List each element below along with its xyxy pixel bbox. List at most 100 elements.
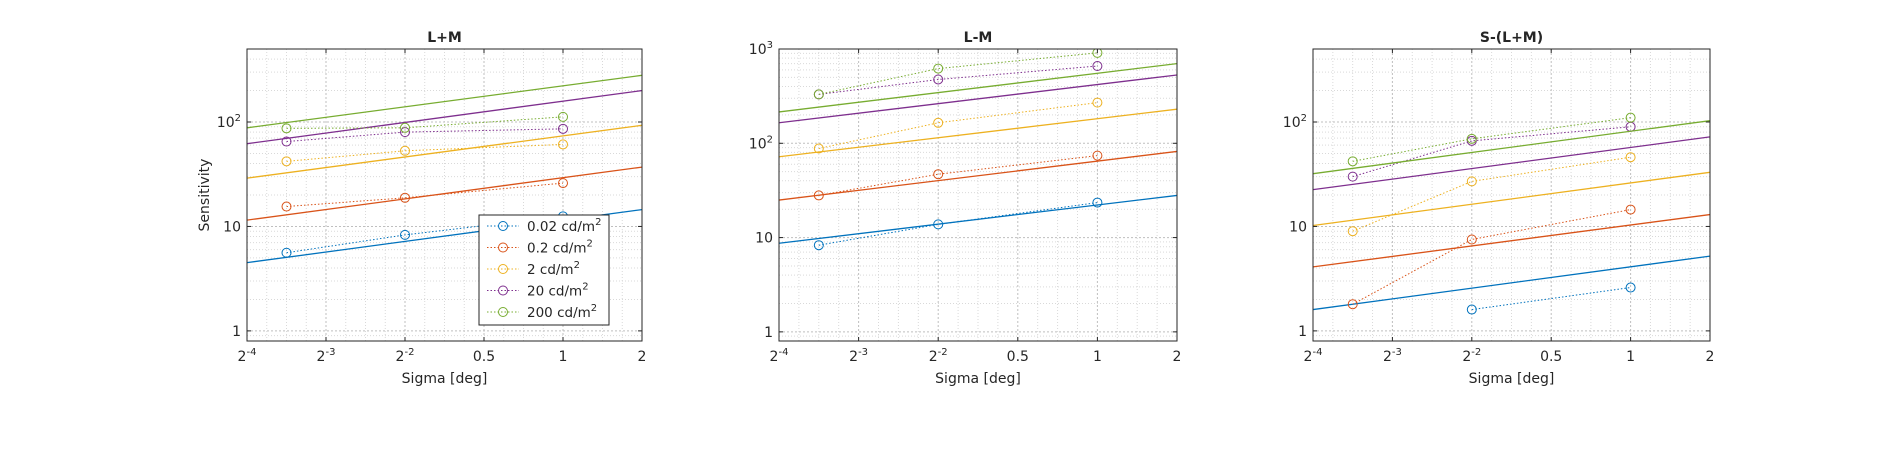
data-point	[1347, 226, 1358, 237]
data-line	[818, 202, 1098, 246]
x-tick-label: 2-4	[238, 347, 257, 365]
data-point	[400, 127, 410, 138]
series-layer	[247, 74, 642, 264]
data-line	[818, 52, 1098, 95]
data-point	[558, 139, 568, 150]
fit-line	[1313, 255, 1710, 311]
data-point	[400, 122, 410, 133]
series-layer	[779, 49, 1177, 251]
plot-area	[779, 49, 1177, 341]
data-line	[286, 215, 564, 254]
x-tick-label: 2-2	[396, 347, 415, 365]
data-point	[1347, 171, 1358, 182]
data-point	[933, 169, 944, 180]
subplot-slm: 2-4 2-3 2-2 0.5 1 2 1 10 102 S-(L+M) Sigma [deg]	[1283, 30, 1715, 387]
legend-marker	[498, 264, 508, 274]
data-point	[281, 123, 292, 134]
data-point	[1625, 152, 1636, 163]
data-point	[1347, 299, 1358, 310]
x-tick-label: 0.5	[473, 349, 495, 365]
y-tick-label: 102	[217, 113, 241, 131]
data-line	[286, 116, 564, 129]
subplot-lum: 2-4 2-3 2-2 0.5 1 2 1 10 102 L+M Sigma [deg] Sensit…	[197, 30, 646, 387]
x-axis-label: Sigma [deg]	[1469, 371, 1555, 387]
y-tick-label: 10	[223, 219, 241, 235]
data-point	[933, 117, 944, 128]
x-tick-label: 2-4	[770, 347, 789, 365]
data-point	[1625, 204, 1636, 215]
x-tick-label: 1	[1626, 349, 1635, 365]
y-tick-label: 103	[749, 40, 773, 58]
fit-line	[247, 124, 642, 179]
series-layer	[1313, 112, 1710, 315]
data-point	[400, 192, 410, 203]
data-point	[1466, 304, 1477, 315]
x-tick-label: 0.5	[1540, 349, 1562, 365]
data-point	[558, 123, 568, 134]
x-axis-label: Sigma [deg]	[935, 371, 1021, 387]
x-axis-label: Sigma [deg]	[402, 371, 488, 387]
y-tick-label: 102	[749, 134, 773, 152]
x-tick-label: 0.5	[1007, 349, 1029, 365]
data-point	[281, 201, 292, 212]
legend-marker	[498, 285, 508, 296]
data-point	[558, 178, 568, 189]
legend-marker	[498, 221, 508, 231]
data-line	[286, 143, 564, 162]
data-point	[933, 74, 944, 85]
x-tick-label: 2-3	[1383, 347, 1402, 365]
data-point	[1092, 97, 1103, 108]
y-tick-label: 1	[232, 324, 241, 340]
fit-line	[779, 74, 1177, 124]
x-tick-label: 2-4	[1304, 347, 1323, 365]
legend-entry: 20 cd/m2	[527, 282, 589, 300]
legend-box	[478, 214, 610, 326]
data-point	[1466, 133, 1477, 144]
data-point	[933, 63, 944, 74]
y-axis-label: Sensitivity	[197, 159, 213, 232]
data-point	[1625, 112, 1636, 123]
x-tick-label: 2-2	[1462, 347, 1481, 365]
data-line	[818, 155, 1098, 196]
fit-line	[779, 108, 1177, 158]
fit-line	[779, 150, 1177, 201]
legend-entry: 2 cd/m2	[527, 260, 580, 278]
data-line	[1352, 117, 1631, 162]
data-line	[1352, 156, 1631, 232]
data-point	[1466, 176, 1477, 187]
x-tick-label: 2-3	[317, 347, 336, 365]
chart-title-slm: S-(L+M)	[1480, 30, 1543, 46]
x-tick-label: 2	[638, 349, 647, 365]
legend: 0.02 cd/m2 0.2 cd/m2 2 cd/m2 20 cd/m2 200 cd…	[478, 214, 610, 326]
data-point	[1092, 49, 1103, 58]
fit-line	[1313, 136, 1710, 191]
y-tick-label: 102	[1283, 113, 1307, 131]
fit-line	[247, 89, 642, 145]
data-point	[400, 145, 410, 156]
legend-entry: 200 cd/m2	[527, 303, 597, 321]
x-tick-label: 2	[1173, 349, 1182, 365]
data-point	[1347, 156, 1358, 167]
data-point	[813, 190, 824, 201]
data-point	[400, 229, 410, 240]
fit-line	[779, 62, 1177, 113]
data-point	[1092, 150, 1103, 161]
data-point	[281, 136, 292, 147]
x-tick-label: 1	[559, 349, 568, 365]
data-point	[813, 89, 824, 100]
legend-marker	[498, 307, 508, 317]
data-point	[813, 240, 824, 251]
y-tick-label: 10	[1289, 219, 1307, 235]
chart-title-lum: L+M	[427, 30, 462, 46]
data-point	[281, 247, 292, 258]
y-tick-label: 1	[1298, 324, 1307, 340]
data-line	[1471, 287, 1631, 311]
x-tick-label: 1	[1093, 349, 1102, 365]
subplot-lm: 2-4 2-3 2-2 0.5 1 2 1 10 102 103 L-M Sigma [deg]	[749, 30, 1182, 387]
data-point	[1092, 61, 1103, 72]
fit-line	[247, 74, 642, 129]
chart-title-lm: L-M	[964, 30, 993, 46]
data-point	[1625, 282, 1636, 293]
data-line	[818, 65, 1098, 95]
y-tick-label: 1	[764, 325, 773, 341]
